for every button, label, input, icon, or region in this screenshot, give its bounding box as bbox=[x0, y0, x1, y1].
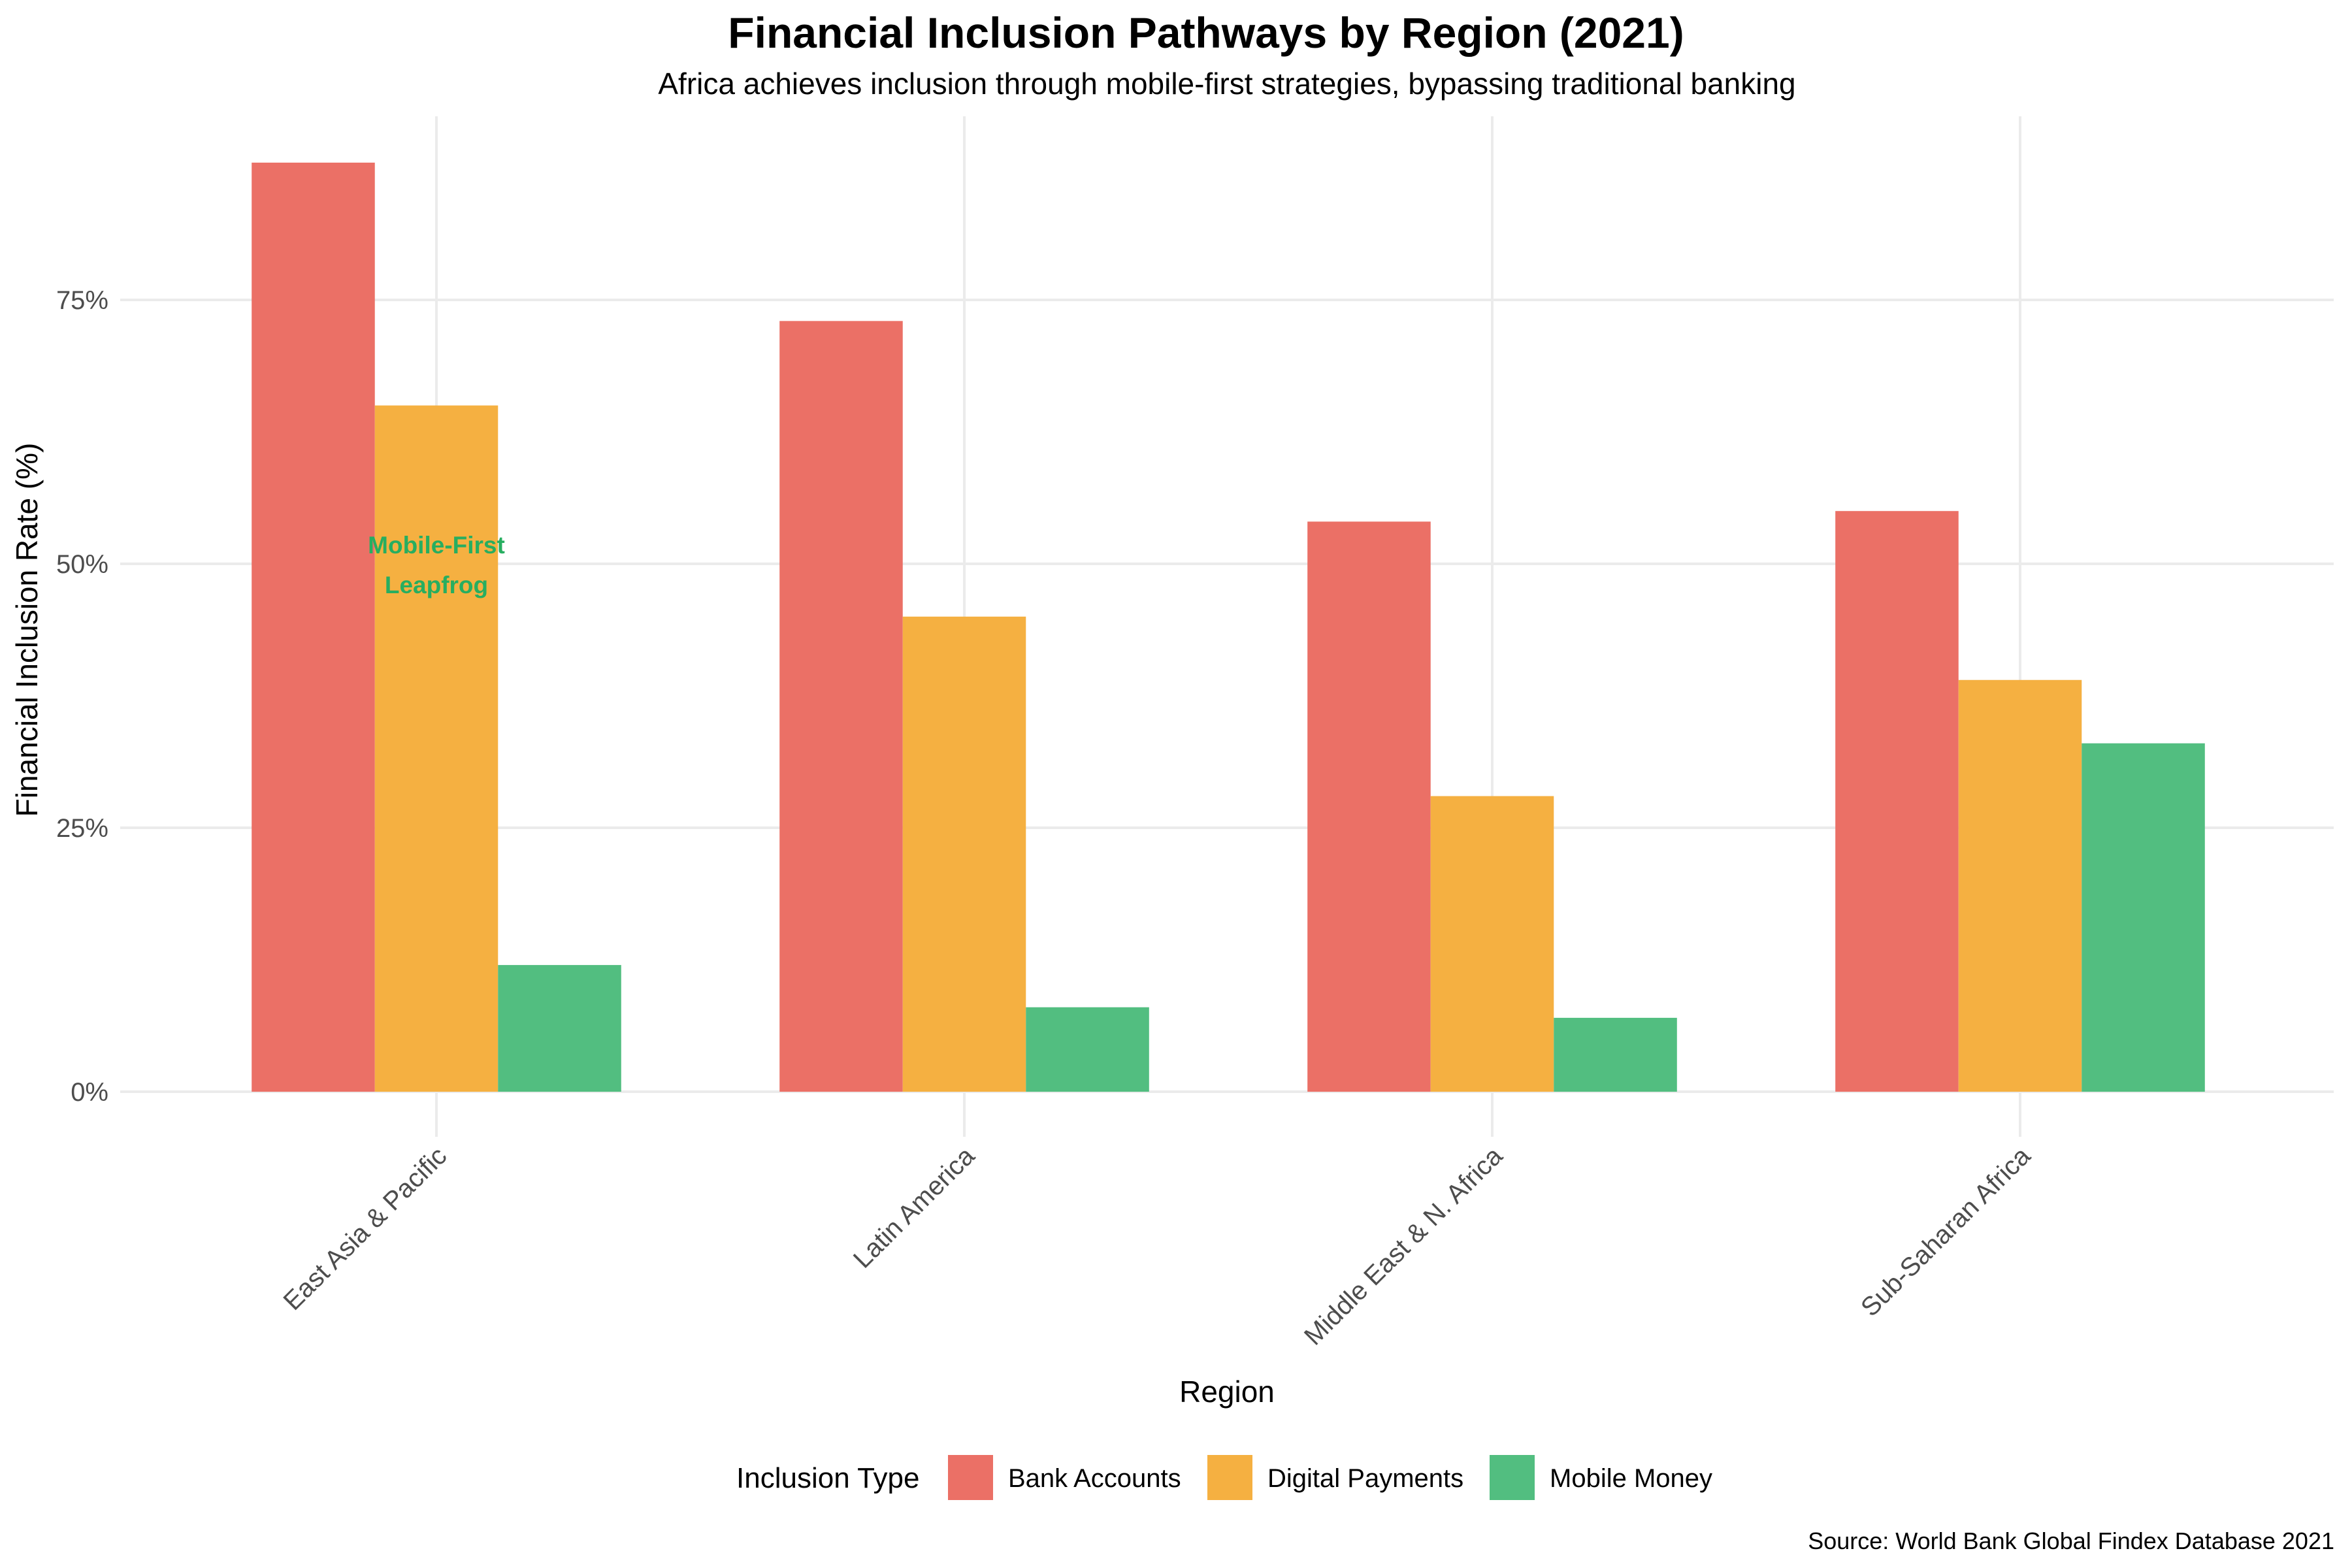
bar-digital-payments-sub-saharan-africa bbox=[1958, 679, 2082, 1092]
legend-label: Bank Accounts bbox=[1008, 1464, 1181, 1493]
y-axis-ticks: 0% 25% 50% 75% bbox=[56, 286, 108, 1107]
bar-mobile-money-middle-east-n-africa bbox=[1554, 1017, 1677, 1092]
bar-bank-accounts-latin-america bbox=[779, 321, 903, 1092]
legend-key bbox=[1490, 1455, 1535, 1500]
legend-label: Mobile Money bbox=[1550, 1464, 1712, 1493]
bars bbox=[252, 162, 2205, 1092]
y-axis-title: Financial Inclusion Rate (%) bbox=[10, 443, 44, 817]
annotation-line-1: Mobile-First bbox=[368, 532, 505, 559]
bar-bank-accounts-east-asia-pacific bbox=[252, 162, 375, 1092]
legend: Inclusion Type Bank Accounts Digital Paym… bbox=[736, 1455, 1712, 1500]
bar-mobile-money-east-asia-pacific bbox=[498, 965, 621, 1092]
legend-key bbox=[1207, 1455, 1252, 1500]
annotation-mobile-first-leapfrog: Mobile-First Leapfrog bbox=[368, 532, 505, 598]
chart-title: Financial Inclusion Pathways by Region (… bbox=[728, 8, 1684, 57]
legend-label: Digital Payments bbox=[1267, 1464, 1463, 1493]
bar-digital-payments-east-asia-pacific bbox=[374, 405, 498, 1092]
legend-item-mobile-money: Mobile Money bbox=[1490, 1455, 1712, 1500]
legend-item-bank-accounts: Bank Accounts bbox=[948, 1455, 1181, 1500]
chart-subtitle: Africa achieves inclusion through mobile… bbox=[658, 67, 1795, 101]
y-tick-label: 25% bbox=[56, 814, 108, 843]
bar-mobile-money-sub-saharan-africa bbox=[2082, 743, 2205, 1092]
bar-digital-payments-latin-america bbox=[902, 616, 1026, 1092]
bar-bank-accounts-sub-saharan-africa bbox=[1835, 511, 1959, 1092]
legend-item-digital-payments: Digital Payments bbox=[1207, 1455, 1463, 1500]
bar-digital-payments-middle-east-n-africa bbox=[1430, 796, 1554, 1092]
y-tick-label: 0% bbox=[71, 1078, 108, 1107]
y-tick-label: 75% bbox=[56, 286, 108, 315]
y-tick-label: 50% bbox=[56, 550, 108, 579]
annotation-line-2: Leapfrog bbox=[385, 572, 488, 598]
bar-bank-accounts-middle-east-n-africa bbox=[1307, 521, 1431, 1092]
bar-mobile-money-latin-america bbox=[1026, 1007, 1149, 1092]
legend-title: Inclusion Type bbox=[736, 1462, 919, 1494]
x-axis-title: Region bbox=[1179, 1375, 1275, 1409]
legend-key bbox=[948, 1455, 993, 1500]
source-caption: Source: World Bank Global Findex Databas… bbox=[1808, 1527, 2334, 1554]
